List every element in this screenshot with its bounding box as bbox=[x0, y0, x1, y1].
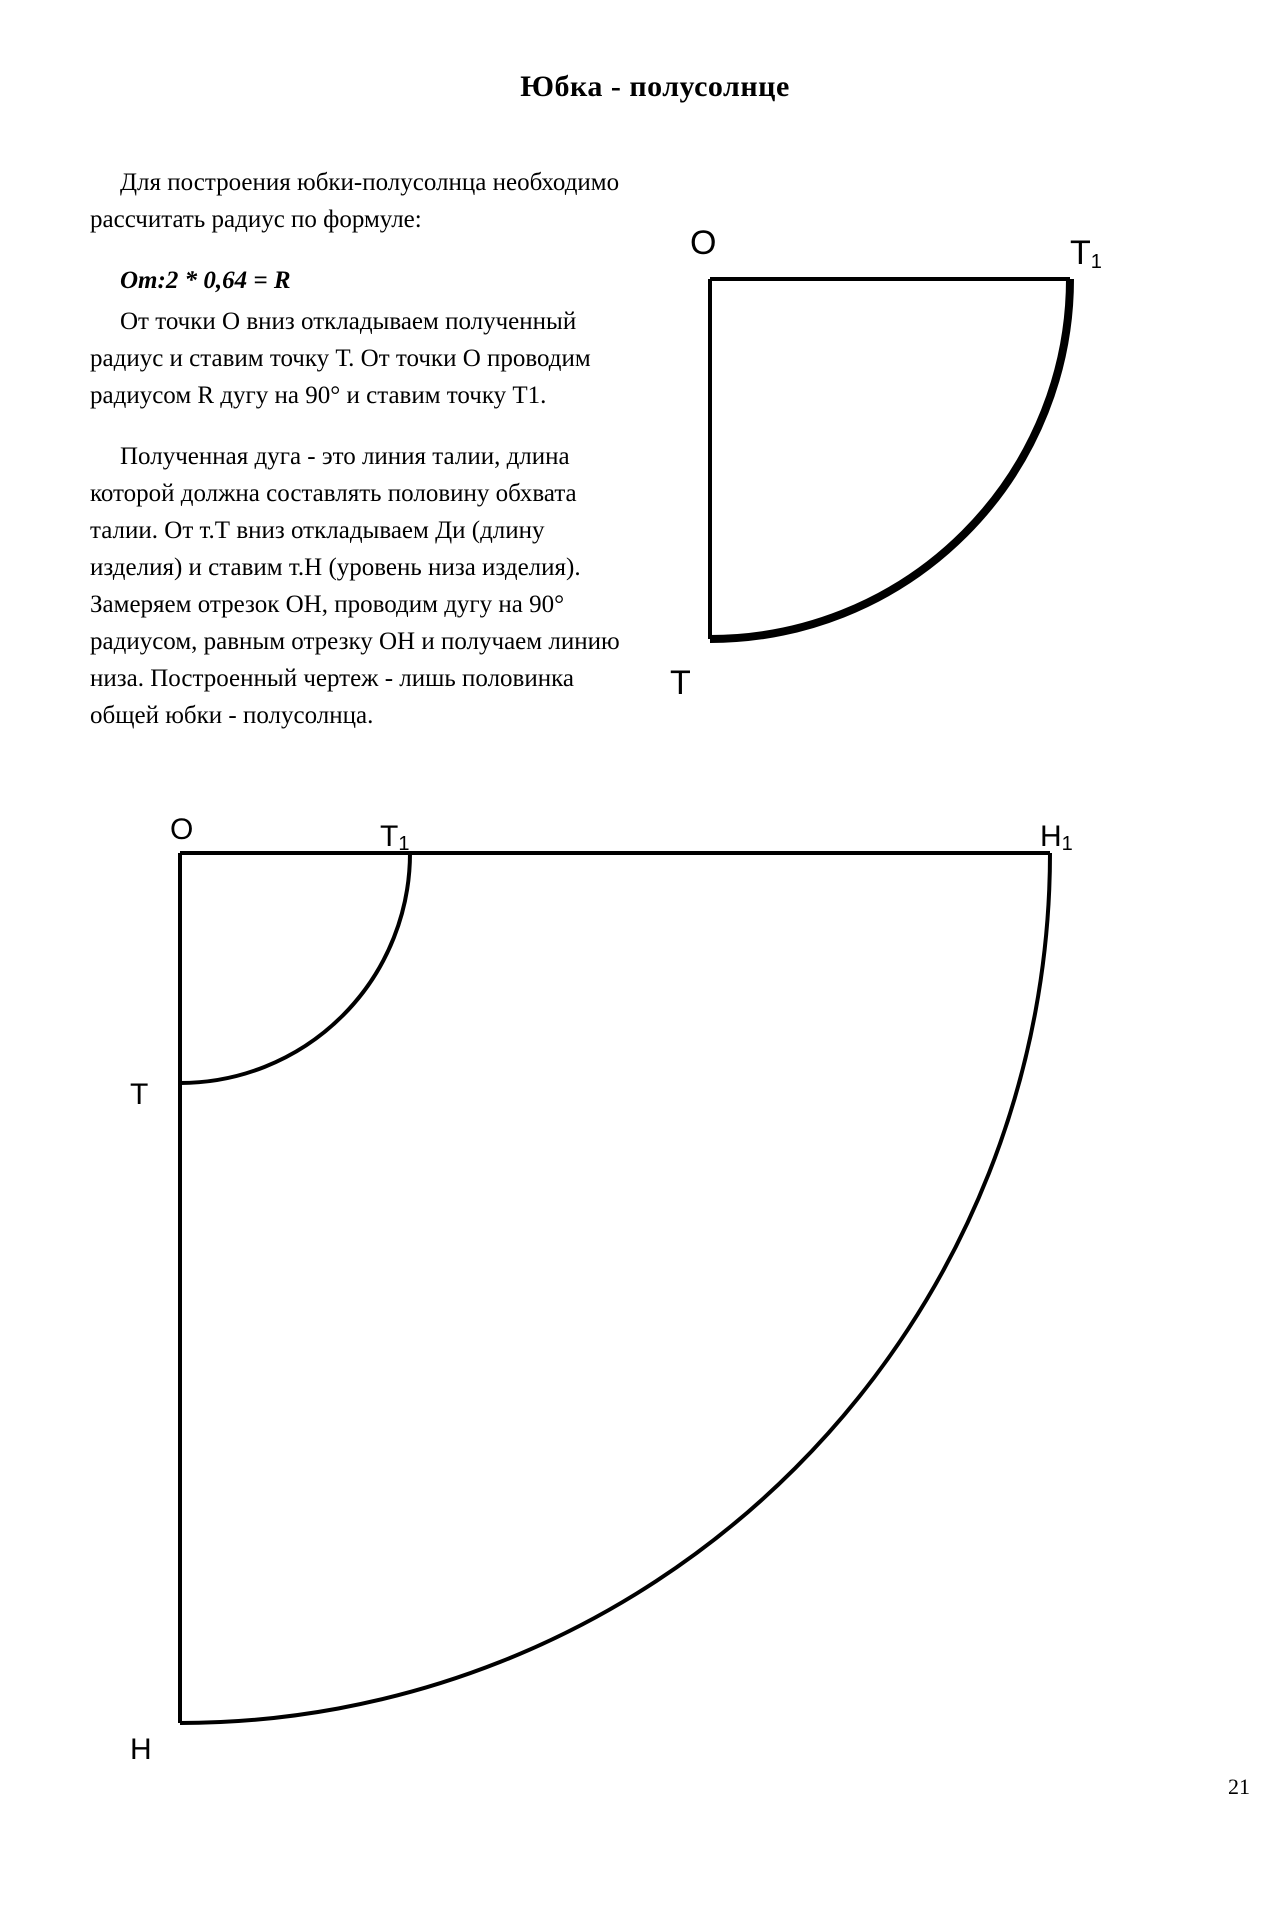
diagram-large-svg bbox=[100, 798, 1160, 1768]
text-column: Для построения юбки-полусолнца необходим… bbox=[90, 164, 630, 758]
label-H1-large: Н1 bbox=[1040, 820, 1073, 854]
label-T1-small: T1 bbox=[1070, 234, 1102, 273]
label-T-large: T bbox=[130, 1078, 148, 1112]
paragraph-2: От точки О вниз откладываем полученный р… bbox=[90, 303, 630, 414]
paragraph-1: Для построения юбки-полусолнца необходим… bbox=[90, 164, 630, 238]
page-number: 21 bbox=[1228, 1774, 1250, 1800]
page-title: Юбка - полусолнце bbox=[90, 70, 1220, 104]
label-T-small: T bbox=[670, 664, 691, 703]
formula: От:2 * 0,64 = R bbox=[90, 262, 630, 299]
label-O-small: О bbox=[690, 224, 716, 263]
diagram-small: О T1 T bbox=[650, 164, 1220, 758]
upper-section: Для построения юбки-полусолнца необходим… bbox=[90, 164, 1220, 758]
diagram-large: О T1 Н1 T Н bbox=[100, 798, 1220, 1768]
paragraph-3: Полученная дуга - это линия талии, длина… bbox=[90, 438, 630, 734]
label-T1-large: T1 bbox=[380, 820, 409, 854]
label-H-large: Н bbox=[130, 1733, 152, 1767]
label-O-large: О bbox=[170, 813, 193, 847]
